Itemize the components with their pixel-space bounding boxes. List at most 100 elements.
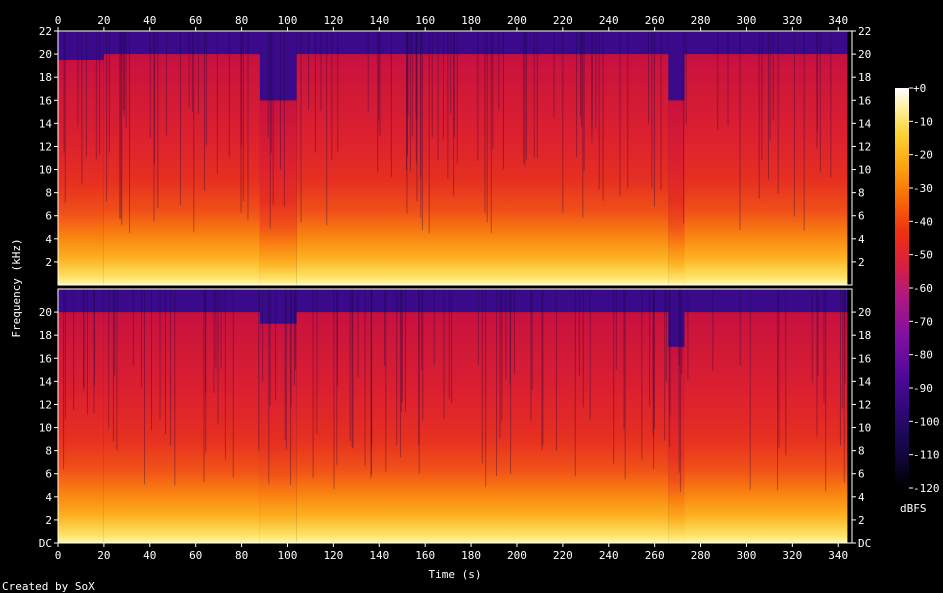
y-tick-label-right: 2: [858, 514, 865, 527]
texture-line: [269, 31, 271, 229]
texture-line: [627, 31, 629, 189]
texture-line: [157, 31, 159, 208]
x-tick-label-top: 140: [369, 14, 389, 27]
texture-line: [839, 289, 841, 446]
texture-line: [174, 289, 176, 486]
texture-line: [428, 31, 430, 233]
x-tick-label-top: 280: [691, 14, 711, 27]
y-tick-label: 12: [39, 140, 52, 153]
texture-line: [204, 289, 206, 394]
y-tick-label-right: 12: [858, 398, 871, 411]
y-tick-label-right: 20: [858, 48, 871, 61]
texture-line: [816, 31, 818, 132]
texture-line: [542, 289, 544, 445]
texture-line: [269, 289, 271, 407]
y-tick-label: 20: [39, 306, 52, 319]
texture-line: [578, 289, 580, 376]
texture-line: [63, 31, 65, 153]
high-frequency-band: [296, 31, 669, 55]
texture-line: [418, 289, 420, 445]
x-tick-label-bottom: 280: [691, 549, 711, 562]
texture-line: [420, 31, 422, 178]
texture-line: [843, 289, 845, 483]
y-tick-label: 8: [45, 187, 52, 200]
channel-1-spectrogram: [58, 31, 852, 285]
texture-line: [268, 289, 270, 484]
x-tick-label-top: 20: [97, 14, 110, 27]
texture-line: [364, 289, 366, 466]
texture-line: [490, 31, 492, 233]
y-tick-label-right: 14: [858, 117, 872, 130]
texture-line: [422, 289, 424, 421]
texture-line: [258, 289, 260, 452]
texture-line: [205, 289, 207, 453]
texture-line: [758, 31, 760, 199]
y-tick-label: 14: [39, 117, 53, 130]
x-tick-label-top: 180: [461, 14, 481, 27]
energy-band: [684, 54, 848, 285]
high-frequency-band: [58, 289, 104, 313]
x-tick-label-top: 80: [235, 14, 248, 27]
y-tick-label: 6: [45, 210, 52, 223]
x-tick-label-top: 160: [415, 14, 435, 27]
texture-line: [378, 31, 380, 122]
x-tick-label-top: 60: [189, 14, 202, 27]
texture-line: [653, 31, 655, 207]
energy-band: [103, 312, 260, 543]
y-tick-label: 4: [45, 491, 52, 504]
texture-line: [451, 289, 453, 404]
texture-line: [213, 289, 215, 393]
x-tick-label-top: 200: [507, 14, 527, 27]
texture-line: [99, 31, 101, 155]
colorbar-unit-label: dBFS: [900, 502, 927, 515]
texture-line: [811, 289, 813, 384]
texture-line: [450, 31, 452, 114]
texture-line: [505, 289, 507, 380]
texture-line: [817, 289, 819, 377]
texture-line: [778, 289, 780, 448]
y-tick-label: 14: [39, 375, 53, 388]
texture-line: [777, 289, 779, 491]
texture-line: [501, 289, 503, 421]
energy-band: [259, 100, 297, 285]
y-tick-label-right: 10: [858, 422, 871, 435]
panel-frame: [57, 288, 853, 544]
texture-line: [416, 31, 418, 202]
texture-line: [188, 31, 190, 108]
x-tick-label-bottom: 80: [235, 549, 248, 562]
texture-line: [785, 289, 787, 456]
panel-frame: [57, 30, 853, 286]
texture-line: [823, 289, 825, 403]
texture-line: [651, 31, 653, 189]
texture-line: [314, 31, 316, 153]
texture-line: [399, 289, 401, 458]
texture-line: [406, 31, 408, 156]
texture-line: [308, 31, 310, 110]
texture-line: [772, 31, 774, 121]
x-tick-label-top: 220: [553, 14, 573, 27]
energy-band: [668, 346, 685, 543]
y-tick-label-right: 22: [858, 25, 871, 38]
texture-line: [595, 31, 597, 129]
colorbar-tick-label: -100: [913, 415, 940, 428]
colorbar-tick-label: -50: [913, 249, 933, 262]
texture-line: [352, 289, 354, 449]
texture-line: [523, 31, 525, 164]
y-tick-label-right: 16: [858, 352, 871, 365]
x-tick-label-top: 100: [278, 14, 298, 27]
texture-line: [443, 289, 445, 420]
texture-line: [197, 31, 199, 114]
texture-line: [679, 289, 681, 492]
texture-line: [405, 289, 407, 413]
y-tick-label: 2: [45, 256, 52, 269]
texture-line: [842, 289, 844, 409]
texture-line: [712, 289, 714, 371]
texture-line: [64, 289, 66, 420]
colorbar-tick-label: +0: [913, 82, 926, 95]
texture-line: [653, 289, 655, 430]
texture-line: [509, 289, 511, 385]
energy-band: [668, 100, 685, 285]
colorbar-tick-label: -110: [913, 449, 940, 462]
x-tick-label-bottom: 260: [645, 549, 665, 562]
